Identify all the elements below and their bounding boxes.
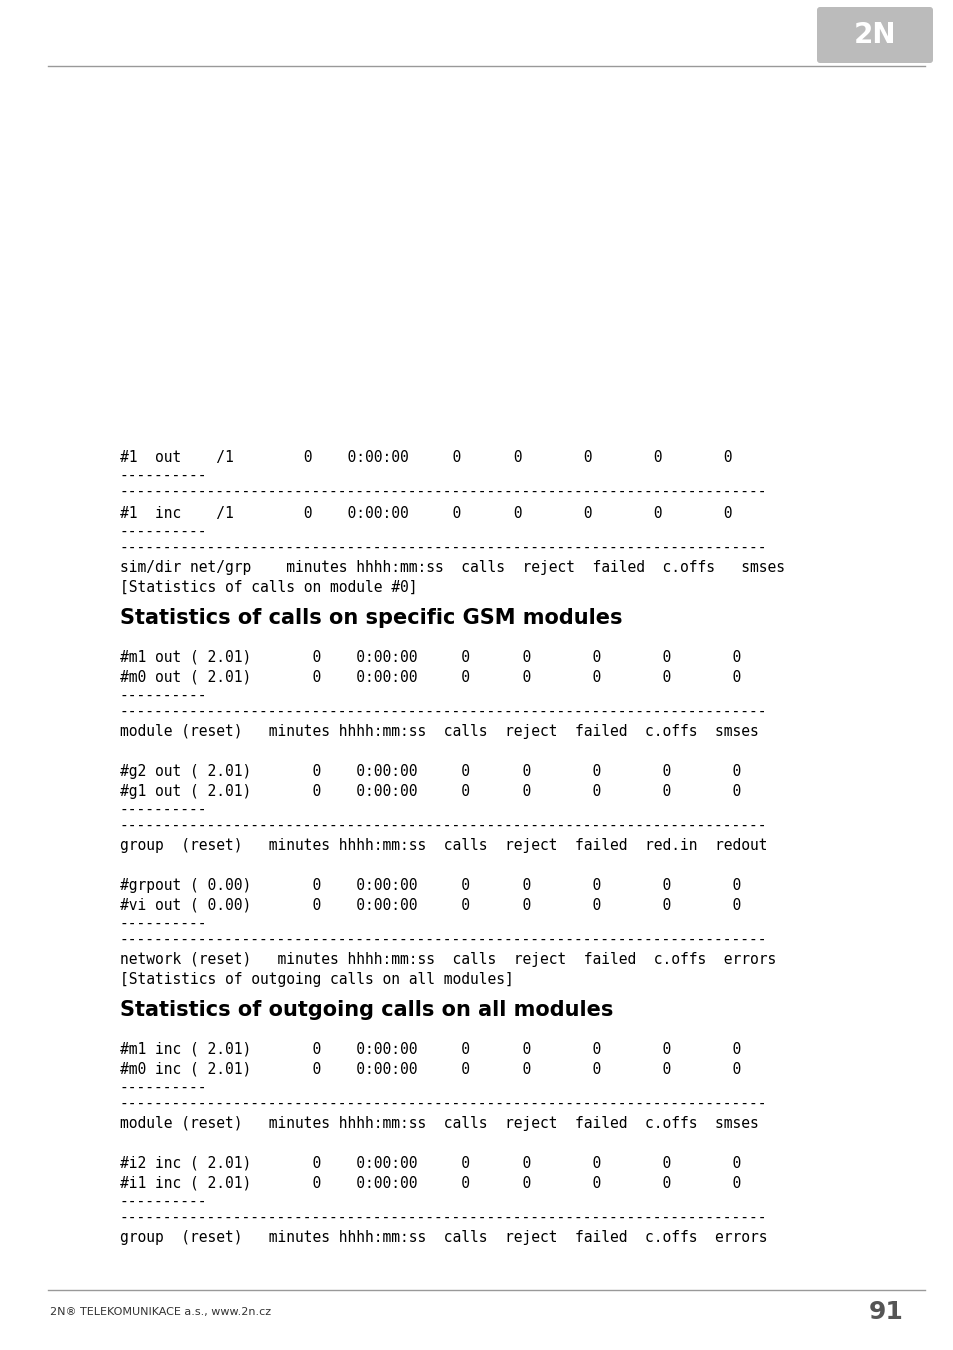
Text: ----------: ---------- [120, 802, 208, 817]
Text: 91: 91 [868, 1300, 903, 1324]
Text: Statistics of outgoing calls on all modules: Statistics of outgoing calls on all modu… [120, 1000, 613, 1021]
Text: ----------: ---------- [120, 688, 208, 703]
Text: --------------------------------------------------------------------------: ----------------------------------------… [120, 1210, 767, 1224]
Text: #g2 out ( 2.01)       0    0:00:00     0      0       0       0       0: #g2 out ( 2.01) 0 0:00:00 0 0 0 0 0 [120, 764, 740, 779]
Text: ----------: ---------- [120, 468, 208, 483]
Text: [Statistics of outgoing calls on all modules]: [Statistics of outgoing calls on all mod… [120, 972, 514, 987]
Text: [Statistics of calls on module #0]: [Statistics of calls on module #0] [120, 580, 417, 595]
Text: #m1 inc ( 2.01)       0    0:00:00     0      0       0       0       0: #m1 inc ( 2.01) 0 0:00:00 0 0 0 0 0 [120, 1042, 740, 1057]
Text: sim/dir net/grp    minutes hhhh:mm:ss  calls  reject  failed  c.offs   smses: sim/dir net/grp minutes hhhh:mm:ss calls… [120, 560, 784, 575]
Text: 2N® TELEKOMUNIKACE a.s., www.2n.cz: 2N® TELEKOMUNIKACE a.s., www.2n.cz [50, 1307, 271, 1318]
Text: #m0 out ( 2.01)       0    0:00:00     0      0       0       0       0: #m0 out ( 2.01) 0 0:00:00 0 0 0 0 0 [120, 670, 740, 684]
Text: #vi out ( 0.00)       0    0:00:00     0      0       0       0       0: #vi out ( 0.00) 0 0:00:00 0 0 0 0 0 [120, 898, 740, 913]
Text: --------------------------------------------------------------------------: ----------------------------------------… [120, 485, 767, 500]
Text: #1  inc    /1        0    0:00:00     0      0       0       0       0: #1 inc /1 0 0:00:00 0 0 0 0 0 [120, 506, 732, 521]
Text: group  (reset)   minutes hhhh:mm:ss  calls  reject  failed  c.offs  errors: group (reset) minutes hhhh:mm:ss calls r… [120, 1230, 767, 1245]
Text: ----------: ---------- [120, 917, 208, 932]
Text: --------------------------------------------------------------------------: ----------------------------------------… [120, 931, 767, 946]
Text: ----------: ---------- [120, 1080, 208, 1095]
Text: #i1 inc ( 2.01)       0    0:00:00     0      0       0       0       0: #i1 inc ( 2.01) 0 0:00:00 0 0 0 0 0 [120, 1176, 740, 1191]
Text: ----------: ---------- [120, 524, 208, 539]
Text: ----------: ---------- [120, 1193, 208, 1210]
Text: #grpout ( 0.00)       0    0:00:00     0      0       0       0       0: #grpout ( 0.00) 0 0:00:00 0 0 0 0 0 [120, 878, 740, 892]
Text: #g1 out ( 2.01)       0    0:00:00     0      0       0       0       0: #g1 out ( 2.01) 0 0:00:00 0 0 0 0 0 [120, 784, 740, 799]
Text: module (reset)   minutes hhhh:mm:ss  calls  reject  failed  c.offs  smses: module (reset) minutes hhhh:mm:ss calls … [120, 724, 758, 738]
Text: --------------------------------------------------------------------------: ----------------------------------------… [120, 703, 767, 720]
Text: #m0 inc ( 2.01)       0    0:00:00     0      0       0       0       0: #m0 inc ( 2.01) 0 0:00:00 0 0 0 0 0 [120, 1062, 740, 1077]
Text: Statistics of calls on specific GSM modules: Statistics of calls on specific GSM modu… [120, 608, 622, 628]
Text: --------------------------------------------------------------------------: ----------------------------------------… [120, 1096, 767, 1111]
Text: #1  out    /1        0    0:00:00     0      0       0       0       0: #1 out /1 0 0:00:00 0 0 0 0 0 [120, 450, 732, 464]
Text: network (reset)   minutes hhhh:mm:ss  calls  reject  failed  c.offs  errors: network (reset) minutes hhhh:mm:ss calls… [120, 952, 776, 967]
Text: 2N: 2N [853, 22, 895, 49]
Text: module (reset)   minutes hhhh:mm:ss  calls  reject  failed  c.offs  smses: module (reset) minutes hhhh:mm:ss calls … [120, 1116, 758, 1131]
Text: --------------------------------------------------------------------------: ----------------------------------------… [120, 540, 767, 555]
Text: group  (reset)   minutes hhhh:mm:ss  calls  reject  failed  red.in  redout: group (reset) minutes hhhh:mm:ss calls r… [120, 838, 767, 853]
Text: #m1 out ( 2.01)       0    0:00:00     0      0       0       0       0: #m1 out ( 2.01) 0 0:00:00 0 0 0 0 0 [120, 649, 740, 666]
Text: --------------------------------------------------------------------------: ----------------------------------------… [120, 818, 767, 833]
FancyBboxPatch shape [816, 7, 932, 63]
Text: #i2 inc ( 2.01)       0    0:00:00     0      0       0       0       0: #i2 inc ( 2.01) 0 0:00:00 0 0 0 0 0 [120, 1156, 740, 1170]
